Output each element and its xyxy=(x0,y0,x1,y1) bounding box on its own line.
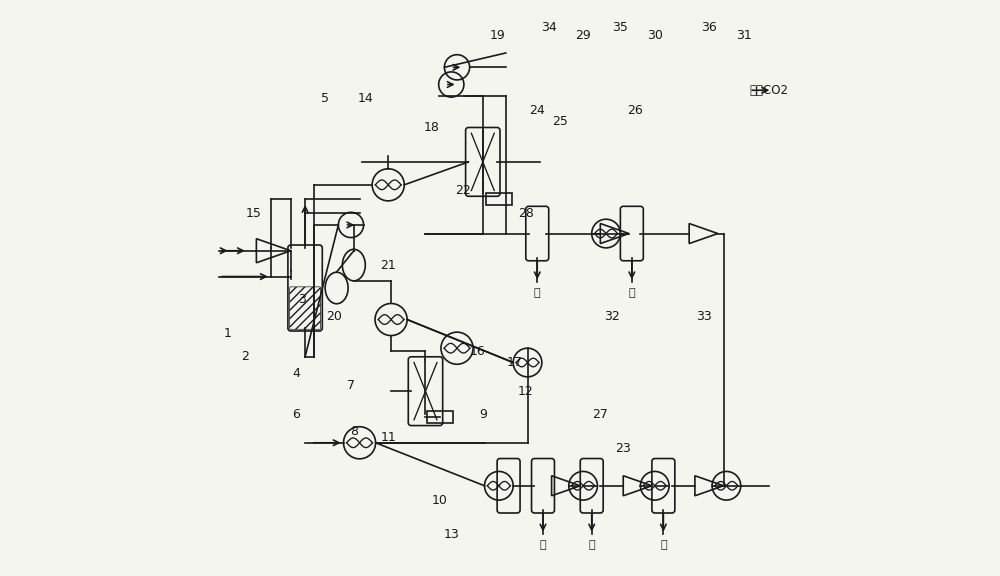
Text: 20: 20 xyxy=(326,310,342,323)
Text: 32: 32 xyxy=(604,310,620,323)
Text: 23: 23 xyxy=(615,442,631,455)
Text: 24: 24 xyxy=(529,104,545,117)
Text: 22: 22 xyxy=(455,184,471,197)
Text: 25: 25 xyxy=(552,115,568,128)
Text: 15: 15 xyxy=(246,207,261,220)
Text: 30: 30 xyxy=(647,29,663,42)
Text: 9: 9 xyxy=(479,408,487,420)
Text: 水: 水 xyxy=(629,288,635,298)
Text: 2: 2 xyxy=(241,350,249,363)
Text: 12: 12 xyxy=(518,385,534,397)
Text: 4: 4 xyxy=(293,367,300,381)
Bar xyxy=(427,411,453,423)
Text: 水: 水 xyxy=(534,288,541,298)
Text: 33: 33 xyxy=(696,310,711,323)
Text: 3: 3 xyxy=(298,293,306,306)
Text: 19: 19 xyxy=(489,29,505,42)
Text: 11: 11 xyxy=(380,430,396,444)
Text: 21: 21 xyxy=(380,259,396,271)
Text: 水: 水 xyxy=(588,540,595,550)
Text: 31: 31 xyxy=(736,29,751,42)
Text: 27: 27 xyxy=(592,408,608,420)
Text: 水: 水 xyxy=(660,540,667,550)
Text: 17: 17 xyxy=(506,356,522,369)
Text: 高压CO2: 高压CO2 xyxy=(749,84,788,97)
Text: 16: 16 xyxy=(469,344,485,358)
Text: 18: 18 xyxy=(423,121,439,134)
Text: 13: 13 xyxy=(443,528,459,541)
Text: 36: 36 xyxy=(701,21,717,33)
Text: 8: 8 xyxy=(350,425,358,438)
Text: 水: 水 xyxy=(540,540,546,550)
Text: 34: 34 xyxy=(541,21,557,33)
Text: 14: 14 xyxy=(357,92,373,105)
Text: 7: 7 xyxy=(347,379,355,392)
Text: 28: 28 xyxy=(518,207,534,220)
Text: 10: 10 xyxy=(432,494,448,507)
Bar xyxy=(486,193,512,206)
Text: 5: 5 xyxy=(321,92,329,105)
Text: 35: 35 xyxy=(612,21,628,33)
Text: 29: 29 xyxy=(575,29,591,42)
Text: 6: 6 xyxy=(293,408,300,420)
Text: 1: 1 xyxy=(224,327,232,340)
Text: 26: 26 xyxy=(627,104,643,117)
